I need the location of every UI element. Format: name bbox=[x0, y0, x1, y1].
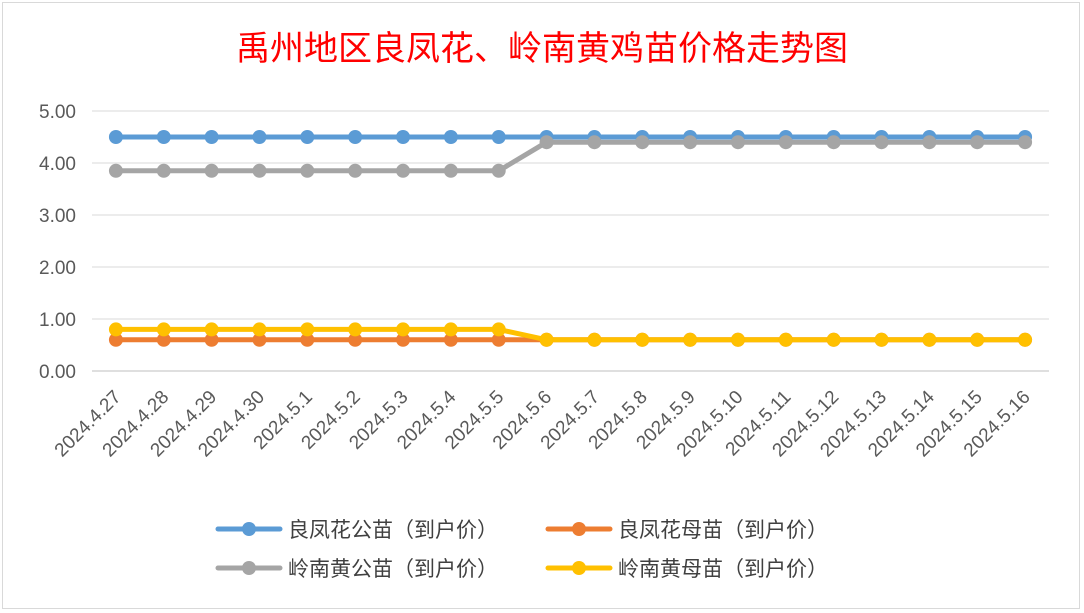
legend-item-0: 良凤花公苗（到户价） bbox=[215, 518, 498, 542]
data-point-s3-17 bbox=[922, 332, 937, 347]
data-point-s2-0 bbox=[108, 163, 123, 178]
legend-swatch-marker bbox=[242, 561, 256, 575]
data-point-s3-13 bbox=[730, 332, 745, 347]
data-point-s3-4 bbox=[300, 322, 315, 337]
data-point-s1-5 bbox=[348, 332, 363, 347]
data-point-s2-4 bbox=[300, 163, 315, 178]
data-point-s1-3 bbox=[252, 332, 267, 347]
series-points bbox=[108, 130, 1033, 347]
data-point-s3-12 bbox=[683, 332, 698, 347]
data-point-s0-3 bbox=[252, 130, 267, 144]
data-point-s2-15 bbox=[826, 135, 841, 150]
y-tick-label: 5.00 bbox=[39, 102, 76, 123]
data-point-s3-0 bbox=[108, 322, 123, 337]
chart-title: 禹州地区良凤花、岭南黄鸡苗价格走势图 bbox=[236, 29, 848, 69]
data-point-s2-5 bbox=[348, 163, 363, 178]
data-point-s2-10 bbox=[587, 135, 602, 150]
y-tick-label: 4.00 bbox=[39, 154, 76, 175]
data-point-s1-4 bbox=[300, 332, 315, 347]
y-tick-label: 0.00 bbox=[39, 362, 76, 383]
data-point-s1-0 bbox=[108, 332, 123, 347]
gridlines bbox=[92, 110, 1049, 372]
data-point-s3-16 bbox=[874, 332, 889, 347]
legend-item-3: 岭南黄母苗（到户价） bbox=[545, 557, 828, 581]
data-point-s3-8 bbox=[491, 322, 506, 337]
data-point-s3-18 bbox=[970, 332, 985, 347]
series-lines bbox=[113, 134, 1028, 343]
data-point-s3-2 bbox=[204, 322, 219, 337]
data-point-s1-6 bbox=[396, 332, 411, 347]
data-point-s2-1 bbox=[156, 163, 171, 178]
data-point-s0-7 bbox=[443, 130, 458, 144]
legend: 良凤花公苗（到户价） 良凤花母苗（到户价） 岭南黄公苗（到户价） 岭南黄母苗（到户价） bbox=[215, 518, 828, 581]
data-point-s3-14 bbox=[778, 332, 793, 347]
data-point-s2-12 bbox=[683, 135, 698, 150]
series-line-3 bbox=[113, 326, 1028, 343]
data-point-s2-3 bbox=[252, 163, 267, 178]
data-point-s0-1 bbox=[156, 130, 171, 144]
y-tick-label: 1.00 bbox=[39, 310, 76, 331]
data-point-s3-7 bbox=[443, 322, 458, 337]
legend-label: 岭南黄公苗（到户价） bbox=[288, 557, 498, 581]
y-axis: 0.00 1.00 2.00 3.00 4.00 5.00 bbox=[39, 102, 76, 383]
data-point-s2-9 bbox=[539, 135, 554, 150]
legend-item-2: 岭南黄公苗（到户价） bbox=[215, 557, 498, 581]
legend-swatch-marker bbox=[242, 522, 256, 536]
data-point-s1-1 bbox=[156, 332, 171, 347]
data-point-s0-5 bbox=[348, 130, 363, 144]
data-point-s2-7 bbox=[443, 163, 458, 178]
data-point-s2-19 bbox=[1018, 135, 1033, 150]
data-point-s3-6 bbox=[396, 322, 411, 337]
data-point-s2-13 bbox=[730, 135, 745, 150]
legend-label: 良凤花母苗（到户价） bbox=[618, 518, 828, 542]
data-point-s3-11 bbox=[635, 332, 650, 347]
data-point-s2-8 bbox=[491, 163, 506, 178]
data-point-s2-14 bbox=[778, 135, 793, 150]
data-point-s2-11 bbox=[635, 135, 650, 150]
data-point-s3-10 bbox=[587, 332, 602, 347]
data-point-s0-2 bbox=[204, 130, 219, 144]
x-axis: 2024.4.272024.4.282024.4.292024.4.302024… bbox=[51, 386, 1035, 461]
legend-swatch-marker bbox=[572, 561, 586, 575]
data-point-s1-2 bbox=[204, 332, 219, 347]
data-point-s3-9 bbox=[539, 332, 554, 347]
data-point-s0-4 bbox=[300, 130, 315, 144]
data-point-s2-2 bbox=[204, 163, 219, 178]
data-point-s0-6 bbox=[396, 130, 411, 144]
data-point-s1-8 bbox=[491, 332, 506, 347]
y-tick-label: 3.00 bbox=[39, 206, 76, 227]
data-point-s3-1 bbox=[156, 322, 171, 337]
series-line-2 bbox=[113, 139, 1028, 174]
legend-swatch-marker bbox=[572, 522, 586, 536]
data-point-s2-17 bbox=[922, 135, 937, 150]
data-point-s1-7 bbox=[443, 332, 458, 347]
data-point-s3-15 bbox=[826, 332, 841, 347]
legend-item-1: 良凤花母苗（到户价） bbox=[545, 518, 828, 542]
data-point-s0-0 bbox=[108, 130, 123, 144]
data-point-s3-3 bbox=[252, 322, 267, 337]
legend-label: 良凤花公苗（到户价） bbox=[288, 518, 498, 542]
data-point-s2-6 bbox=[396, 163, 411, 178]
data-point-s3-5 bbox=[348, 322, 363, 337]
data-point-s3-19 bbox=[1018, 332, 1033, 347]
data-point-s0-8 bbox=[491, 130, 506, 144]
legend-label: 岭南黄母苗（到户价） bbox=[618, 557, 828, 581]
y-tick-label: 2.00 bbox=[39, 258, 76, 279]
data-point-s2-18 bbox=[970, 135, 985, 150]
data-point-s2-16 bbox=[874, 135, 889, 150]
